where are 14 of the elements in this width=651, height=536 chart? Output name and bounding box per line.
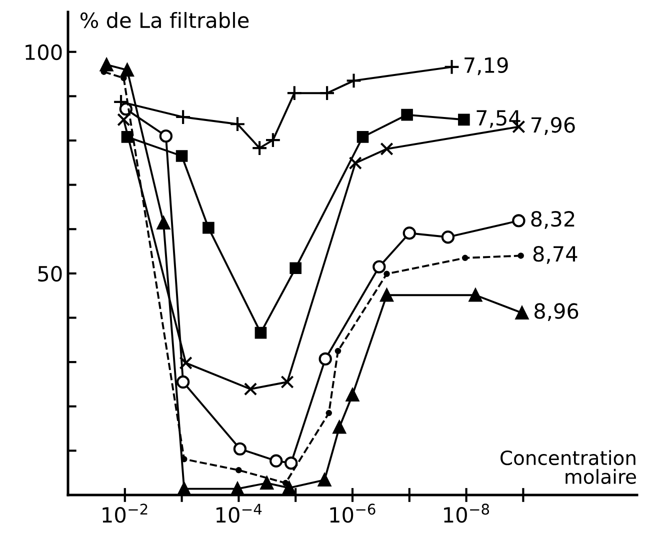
x-tick-label: 10$^{−2}$ [102,504,148,523]
series-label: 7,54 [476,110,520,128]
series-label: 8,74 [533,246,578,264]
y-tick-label: 100 [26,44,62,60]
y-axis-title: % de La filtrable [80,12,249,28]
series-label: 8,96 [534,303,578,322]
series-label: 7,19 [464,57,508,76]
x-tick-label: 10$^{−4}$ [216,504,262,523]
series-label: 7,96 [532,117,575,135]
series-label: 8,32 [531,210,574,229]
x-axis-title: Concentration molaire [500,450,636,484]
x-tick-label: 10$^{−6}$ [330,504,376,523]
x-tick-label: 10$^{−8}$ [444,504,490,523]
y-tick-label: 50 [38,266,62,282]
